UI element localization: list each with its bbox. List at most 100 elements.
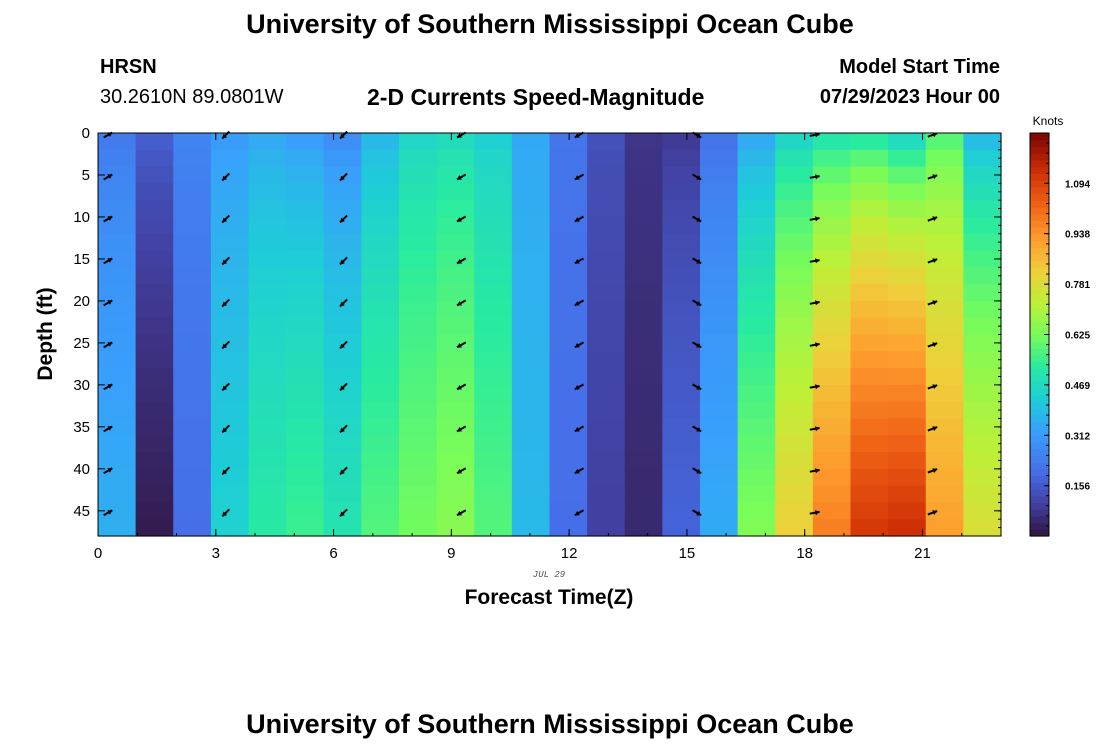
arrow-head: [340, 343, 345, 349]
heat-cell: [549, 368, 588, 386]
heat-cell: [812, 317, 852, 336]
heat-cell: [135, 485, 174, 504]
arrow-head: [457, 343, 462, 348]
heat-cell: [286, 435, 325, 453]
heat-cell: [737, 149, 776, 168]
heat-cell: [323, 384, 362, 403]
arrow-head: [457, 175, 462, 180]
current-arrow: [692, 383, 702, 391]
heat-cell: [210, 351, 250, 369]
heat-cell: [700, 183, 739, 201]
current-arrow: [692, 173, 702, 181]
heat-cell: [812, 133, 852, 151]
current-arrow: [339, 424, 348, 434]
arrow-head: [696, 468, 702, 474]
heat-cell: [662, 452, 701, 470]
heat-cell: [925, 149, 964, 168]
colorbar-label: Knots: [1033, 114, 1064, 128]
heat-cell: [98, 267, 137, 285]
current-arrow: [103, 467, 113, 475]
y-tick-label: 30: [73, 377, 90, 394]
heat-cell: [173, 452, 212, 470]
colorbar-segment: [1030, 314, 1049, 322]
current-arrow: [221, 508, 231, 518]
heat-cell: [399, 334, 438, 352]
heat-cell: [474, 166, 513, 184]
heat-cell: [850, 284, 889, 302]
heat-cell: [850, 317, 889, 336]
heat-cell: [737, 233, 776, 252]
heat-cell: [474, 401, 513, 420]
heat-cell: [850, 233, 889, 252]
heat-cell: [963, 502, 1002, 520]
heat-cell: [248, 284, 287, 302]
heat-cell: [963, 300, 1002, 319]
current-arrow: [339, 256, 348, 266]
heat-cell: [662, 418, 701, 436]
arrow-head: [696, 217, 702, 222]
x-tick-label: 0: [94, 545, 102, 562]
heat-cell: [812, 452, 852, 470]
heat-cell: [210, 317, 250, 336]
heat-cell: [737, 401, 776, 420]
heat-cell: [587, 368, 626, 386]
heat-cell: [210, 384, 250, 403]
heat-cell: [361, 300, 400, 319]
heat-cell: [361, 351, 400, 369]
colorbar-segment: [1030, 247, 1049, 255]
arrow-head: [574, 301, 580, 306]
heat-cell: [624, 452, 663, 470]
current-arrow: [692, 131, 702, 139]
heat-cell: [135, 418, 174, 436]
arrow-head: [574, 468, 580, 474]
arrow-head: [815, 426, 820, 432]
heat-cell: [436, 133, 475, 151]
current-arrow: [692, 467, 702, 475]
heat-cell: [700, 149, 739, 168]
heat-cell: [361, 435, 400, 453]
heat-cell: [812, 485, 852, 504]
heat-cell: [963, 133, 1002, 151]
heat-cell: [888, 300, 927, 319]
heat-cell: [549, 519, 588, 537]
heat-cell: [474, 216, 513, 235]
heat-cell: [925, 200, 964, 218]
arrow-head: [696, 301, 702, 306]
heat-cell: [474, 250, 513, 268]
heat-cell: [925, 468, 964, 487]
arrow-head: [932, 384, 938, 390]
heat-cell: [888, 250, 927, 268]
colorbar-segment: [1030, 509, 1049, 517]
heat-cell: [624, 519, 663, 537]
heat-cell: [248, 502, 287, 520]
heat-cell: [323, 317, 362, 336]
current-arrow: [339, 214, 348, 224]
heat-cell: [98, 250, 137, 268]
heat-cell: [474, 267, 513, 285]
heat-cell: [775, 284, 814, 302]
heat-cell: [737, 284, 776, 302]
heat-cell: [511, 300, 551, 319]
heat-cell: [700, 502, 739, 520]
current-arrow: [103, 215, 113, 223]
heat-cell: [925, 300, 964, 319]
heat-cell: [474, 485, 513, 504]
heat-cell: [173, 216, 212, 235]
heat-cell: [662, 166, 701, 184]
heat-cell: [662, 435, 701, 453]
station-coordinates: 30.2610N 89.0801W: [100, 86, 284, 108]
heat-cell: [361, 502, 400, 520]
heat-cell: [135, 300, 174, 319]
colorbar-segment: [1030, 462, 1049, 470]
arrow-head: [815, 468, 820, 474]
current-arrow: [456, 131, 467, 139]
heat-cell: [662, 250, 701, 268]
heat-cell: [549, 435, 588, 453]
arrow-head: [222, 217, 228, 223]
heat-cell: [98, 418, 137, 436]
current-arrow: [809, 132, 820, 138]
heat-cell: [511, 435, 551, 453]
heat-cell: [436, 401, 475, 420]
heat-cell: [173, 267, 212, 285]
heat-cell: [474, 384, 513, 403]
